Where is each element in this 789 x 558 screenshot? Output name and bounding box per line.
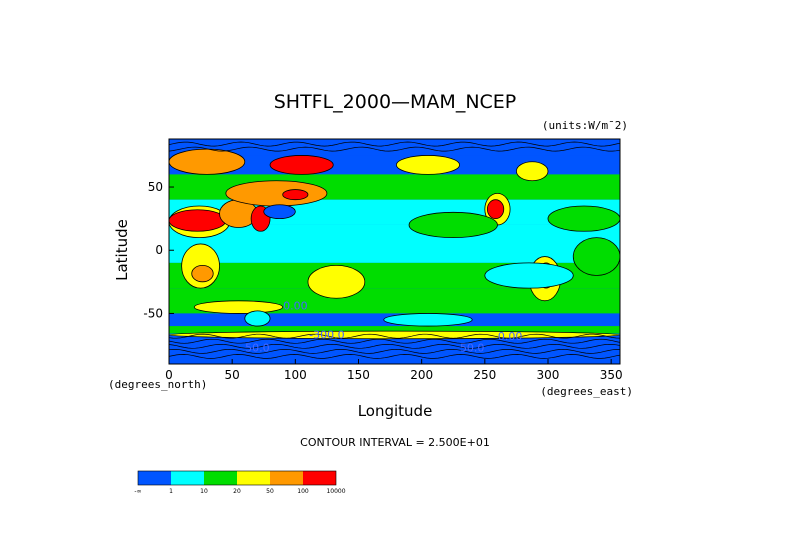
region-22 — [408, 211, 498, 238]
colorbar-label-0: -∞ — [134, 488, 141, 495]
latitude-bands — [169, 139, 620, 364]
chart-title: SHTFL_2000—MAM_NCEP — [274, 91, 517, 113]
colorbar-swatch-1 — [171, 471, 204, 485]
y-tick-label-2: 50 — [148, 180, 163, 194]
colorbar-swatch-2 — [204, 471, 237, 485]
colorbar-swatch-5 — [303, 471, 336, 485]
region-6 — [263, 204, 296, 220]
region-17 — [269, 155, 334, 175]
x-tick-label-6: 300 — [537, 368, 560, 382]
x-tick-label-2: 100 — [284, 368, 307, 382]
colorbar-swatch-0 — [138, 471, 171, 485]
region-1 — [168, 209, 227, 232]
y-axis-ticks: -50 0 50 — [143, 180, 174, 320]
x-axis-label: Longitude — [358, 402, 433, 420]
y-unit-note: (degrees_north) — [108, 378, 207, 391]
band-8 — [169, 326, 620, 334]
colorbar: -∞ 1 10 20 50 100 10000 — [134, 470, 346, 495]
region-25 — [244, 310, 271, 327]
y-tick-label-0: -50 — [143, 306, 163, 320]
colorbar-label-6: 10000 — [326, 488, 345, 495]
colorbar-frame — [137, 470, 337, 486]
colorbar-swatch-4 — [270, 471, 303, 485]
contour-line-5 — [168, 146, 621, 152]
colorbar-label-1: 1 — [169, 488, 173, 495]
field-regions — [168, 148, 621, 340]
band-4 — [169, 224, 620, 263]
region-11 — [193, 300, 284, 314]
region-13 — [486, 199, 505, 220]
region-24 — [572, 237, 621, 276]
colorbar-label-5: 100 — [297, 488, 309, 495]
contour-interval-text: CONTOUR INTERVAL = 2.500E+01 — [300, 436, 490, 449]
colorbar-swatch-3 — [237, 471, 270, 485]
x-unit-note: (degrees_east) — [540, 385, 633, 398]
contour-line-0 — [168, 354, 621, 359]
region-19 — [516, 161, 549, 182]
contour-lines — [168, 141, 621, 359]
x-tick-label-3: 150 — [347, 368, 370, 382]
plot-frame — [168, 138, 621, 365]
contour-line-6 — [168, 141, 621, 147]
colorbar-label-3: 20 — [233, 488, 241, 495]
contour-label-2: 50.0 — [245, 341, 270, 354]
plot-area: 0.00 -300.0 50.0 50.0 0.00 — [168, 138, 621, 365]
region-23 — [547, 205, 621, 232]
x-tick-label-4: 200 — [410, 368, 433, 382]
contour-label-0: 0.00 — [283, 300, 308, 313]
region-10 — [307, 265, 366, 299]
region-21 — [484, 262, 574, 289]
region-20 — [383, 313, 473, 327]
y-axis-label: Latitude — [113, 219, 131, 281]
region-5 — [282, 189, 309, 201]
region-4 — [225, 180, 328, 207]
colorbar-label-4: 50 — [266, 488, 274, 495]
x-tick-label-1: 50 — [225, 368, 240, 382]
contour-labels: 0.00 -300.0 50.0 50.0 0.00 — [245, 300, 522, 355]
region-8 — [191, 265, 214, 283]
contour-line-2 — [168, 343, 621, 349]
band-0 — [169, 139, 620, 156]
contour-label-3: 50.0 — [460, 341, 485, 354]
region-16 — [168, 148, 246, 175]
contour-line-1 — [168, 348, 620, 354]
contour-line-4 — [168, 333, 621, 339]
contour-line-3 — [168, 338, 621, 344]
units-label: (units:W/m¯2) — [542, 119, 628, 132]
x-tick-label-7: 350 — [600, 368, 623, 382]
contour-label-4: 0.00 — [498, 330, 523, 343]
x-axis-ticks: 0 50 100 150 200 250 300 350 — [165, 359, 623, 382]
x-tick-label-5: 250 — [473, 368, 496, 382]
colorbar-label-2: 10 — [200, 488, 208, 495]
y-tick-label-1: 0 — [155, 243, 163, 257]
x-tick-label-0: 0 — [165, 368, 173, 382]
contour-label-1: -300.0 — [309, 329, 344, 342]
region-18 — [395, 155, 460, 175]
